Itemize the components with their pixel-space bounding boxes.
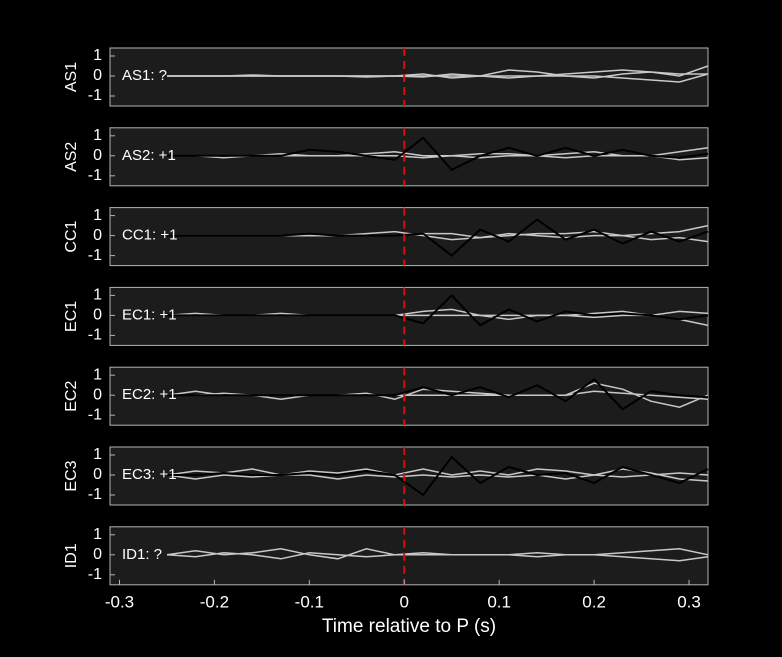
x-tick-label: 0.2 [582, 592, 606, 611]
annotation: EC1: +1 [122, 306, 177, 323]
y-tick-label: 1 [93, 47, 102, 64]
y-tick-label: -1 [88, 87, 102, 104]
trace [167, 218, 709, 257]
x-tick-label: 0.1 [487, 592, 511, 611]
y-tick-label: -1 [88, 247, 102, 264]
x-tick-label: 0 [400, 592, 409, 611]
x-axis-label: Time relative to P (s) [322, 616, 496, 637]
x-tick-label: -0.2 [200, 592, 229, 611]
y-tick-label: 1 [93, 127, 102, 144]
x-tick-label: -0.3 [105, 592, 134, 611]
trace [167, 73, 709, 83]
annotation: AS2: +1 [122, 147, 176, 164]
annotation: ID1: ? [122, 546, 162, 563]
y-tick-label: -1 [88, 327, 102, 344]
y-tick-label: -1 [88, 486, 102, 503]
y-axis-label: EC2 [63, 381, 80, 412]
trace [167, 136, 709, 172]
y-tick-label: -1 [88, 566, 102, 583]
trace [167, 377, 709, 411]
y-tick-label: 0 [93, 227, 102, 244]
y-tick-label: 1 [93, 287, 102, 304]
y-axis-label: EC1 [63, 301, 80, 332]
y-tick-label: 0 [93, 466, 102, 483]
y-tick-label: 1 [93, 207, 102, 224]
y-axis-label: ID1 [63, 543, 80, 568]
y-axis-label: AS2 [63, 142, 80, 172]
y-tick-label: 1 [93, 446, 102, 463]
annotation: EC3: +1 [122, 466, 177, 483]
trace [166, 548, 709, 560]
x-tick-label: 0.3 [677, 592, 701, 611]
annotation: EC2: +1 [122, 386, 177, 403]
annotation: CC1: +1 [122, 227, 177, 244]
y-tick-label: -1 [88, 167, 102, 184]
y-tick-label: 0 [93, 67, 102, 84]
trace [166, 552, 709, 562]
annotation: AS1: ? [122, 67, 167, 84]
y-tick-label: -1 [88, 406, 102, 423]
y-tick-label: 1 [93, 526, 102, 543]
y-axis-label: AS1 [63, 62, 80, 92]
y-tick-label: 0 [93, 307, 102, 324]
y-tick-label: 0 [93, 386, 102, 403]
trace [167, 455, 709, 497]
y-tick-label: 0 [93, 147, 102, 164]
y-tick-label: 1 [93, 366, 102, 383]
y-tick-label: 0 [93, 546, 102, 563]
y-axis-label: EC3 [63, 460, 80, 491]
trace [167, 293, 709, 327]
x-tick-label: -0.1 [295, 592, 324, 611]
y-axis-label: CC1 [63, 220, 80, 252]
